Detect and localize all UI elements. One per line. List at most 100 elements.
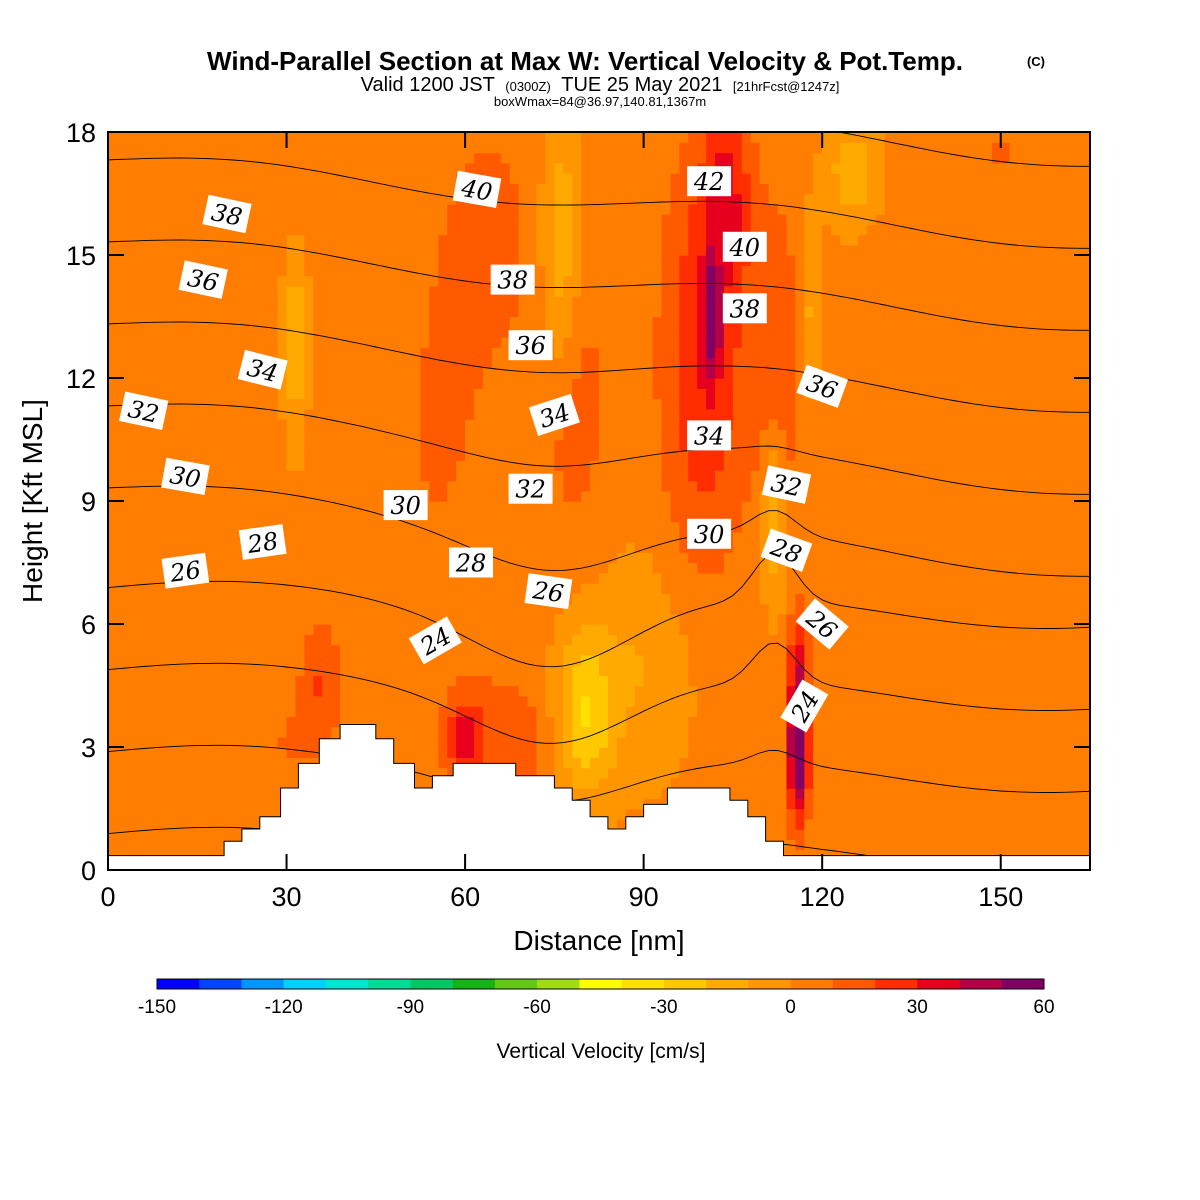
velocity-cell	[563, 675, 573, 687]
velocity-cell	[232, 788, 243, 799]
velocity-cell	[482, 593, 493, 605]
velocity-cell	[456, 685, 466, 697]
velocity-cell	[197, 603, 207, 615]
velocity-cell	[1072, 470, 1082, 482]
velocity-cell	[304, 572, 315, 584]
velocity-cell	[116, 398, 127, 410]
velocity-cell	[304, 685, 315, 697]
velocity-cell	[706, 583, 716, 594]
velocity-cell	[661, 675, 672, 687]
velocity-cell	[1072, 757, 1082, 769]
velocity-cell	[143, 470, 154, 482]
velocity-cell	[518, 767, 529, 779]
velocity-cell	[973, 511, 984, 523]
velocity-cell	[1063, 613, 1073, 625]
velocity-cell	[340, 460, 350, 471]
velocity-cell	[795, 634, 806, 646]
velocity-cell	[777, 777, 788, 789]
velocity-cell	[607, 685, 618, 697]
velocity-cell	[108, 747, 118, 758]
velocity-cell	[268, 429, 279, 441]
velocity-cell	[456, 480, 466, 492]
velocity-cell	[134, 644, 145, 656]
velocity-cell	[563, 439, 573, 451]
velocity-cell	[563, 460, 573, 471]
velocity-cell	[250, 572, 261, 584]
velocity-cell	[1063, 470, 1073, 482]
velocity-cell	[607, 490, 618, 502]
velocity-cell	[411, 695, 422, 707]
velocity-cell	[1036, 408, 1047, 420]
velocity-cell	[188, 521, 198, 533]
velocity-cell	[393, 480, 404, 492]
velocity-cell	[688, 480, 698, 492]
velocity-cell	[831, 818, 841, 830]
velocity-cell	[670, 542, 681, 553]
velocity-cell	[393, 685, 404, 697]
velocity-cell	[1018, 757, 1029, 769]
velocity-cell	[527, 449, 538, 461]
velocity-cell	[715, 408, 725, 420]
velocity-cell	[411, 583, 422, 594]
velocity-cell	[465, 480, 475, 492]
velocity-cell	[1072, 634, 1082, 646]
velocity-cell	[670, 757, 681, 769]
velocity-cell	[625, 583, 636, 594]
velocity-cell	[1072, 408, 1082, 420]
velocity-cell	[893, 788, 904, 799]
velocity-cell	[518, 511, 529, 523]
velocity-cell	[893, 613, 904, 625]
velocity-cell	[795, 726, 806, 738]
velocity-cell	[723, 665, 734, 676]
velocity-cell	[304, 470, 315, 482]
velocity-cell	[125, 562, 136, 574]
velocity-cell	[509, 460, 520, 471]
velocity-cell	[1045, 829, 1055, 840]
velocity-cell	[1018, 706, 1029, 717]
velocity-cell	[527, 613, 538, 625]
velocity-cell	[741, 747, 752, 758]
velocity-cell	[286, 726, 297, 738]
velocity-cell	[759, 767, 770, 779]
velocity-cell	[527, 439, 538, 451]
velocity-cell	[902, 603, 913, 615]
velocity-cell	[438, 767, 448, 779]
velocity-cell	[982, 552, 993, 564]
velocity-cell	[804, 439, 814, 451]
velocity-cell	[509, 429, 520, 441]
velocity-cell	[982, 695, 993, 707]
velocity-cell	[822, 521, 832, 533]
velocity-cell	[1054, 511, 1064, 523]
velocity-cell	[848, 767, 859, 779]
velocity-cell	[286, 613, 297, 625]
velocity-cell	[116, 767, 127, 779]
velocity-cell	[750, 501, 761, 512]
velocity-cell	[206, 675, 216, 687]
velocity-cell	[956, 747, 966, 758]
velocity-cell	[545, 439, 556, 451]
velocity-cell	[152, 675, 163, 687]
velocity-cell	[429, 613, 440, 625]
velocity-cell	[938, 788, 948, 799]
velocity-cell	[241, 788, 252, 799]
velocity-cell	[973, 849, 984, 861]
velocity-cell	[634, 449, 645, 461]
velocity-cell	[116, 460, 127, 471]
velocity-cell	[616, 552, 627, 564]
velocity-cell	[331, 603, 341, 615]
velocity-cell	[161, 490, 172, 502]
velocity-cell	[893, 726, 904, 738]
velocity-cell	[929, 419, 939, 430]
velocity-cell	[491, 736, 502, 748]
velocity-cell	[411, 439, 422, 451]
velocity-cell	[366, 542, 377, 553]
velocity-cell	[456, 470, 466, 482]
velocity-cell	[116, 634, 127, 646]
velocity-cell	[1036, 788, 1047, 799]
velocity-cell	[804, 531, 814, 543]
velocity-cell	[357, 398, 368, 410]
velocity-cell	[884, 675, 895, 687]
velocity-cell	[491, 531, 502, 543]
velocity-cell	[108, 798, 118, 810]
velocity-cell	[973, 480, 984, 492]
